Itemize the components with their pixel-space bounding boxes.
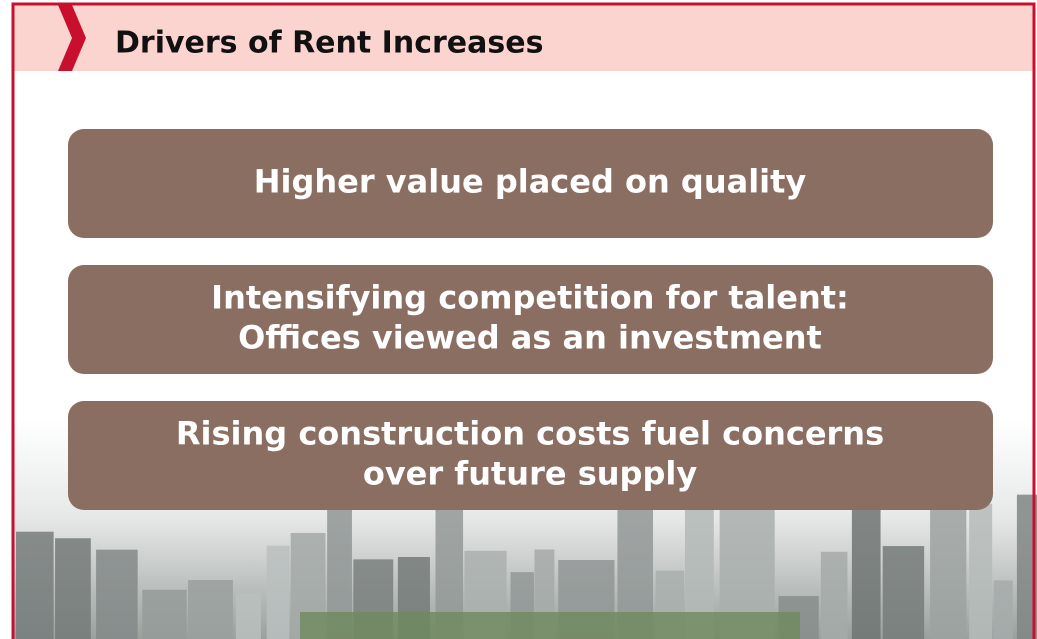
- slide: Drivers of Rent Increases Higher value p…: [0, 0, 1037, 639]
- building: [994, 580, 1013, 639]
- building: [96, 550, 138, 639]
- box-text: Higher value placed on quality: [254, 163, 807, 201]
- building: [883, 546, 924, 639]
- building: [16, 532, 54, 639]
- box-text: Offices viewed as an investment: [238, 319, 822, 357]
- box-text: over future supply: [363, 455, 697, 493]
- building: [188, 580, 233, 639]
- building: [236, 593, 261, 639]
- driver-box: Rising construction costs fuel concernso…: [68, 401, 993, 510]
- building: [142, 590, 186, 639]
- box-text: Intensifying competition for talent:: [211, 279, 849, 317]
- building: [55, 538, 91, 639]
- building: [930, 494, 966, 639]
- driver-box: Intensifying competition for talent:Offi…: [68, 265, 993, 374]
- building: [267, 546, 290, 639]
- box-text: Rising construction costs fuel concerns: [176, 415, 884, 453]
- building: [821, 552, 848, 639]
- building: [969, 504, 992, 639]
- box-list: Higher value placed on quality Intensifyi…: [68, 129, 993, 510]
- park: [300, 612, 800, 639]
- header-title: Drivers of Rent Increases: [115, 26, 543, 61]
- driver-box: Higher value placed on quality: [68, 129, 993, 238]
